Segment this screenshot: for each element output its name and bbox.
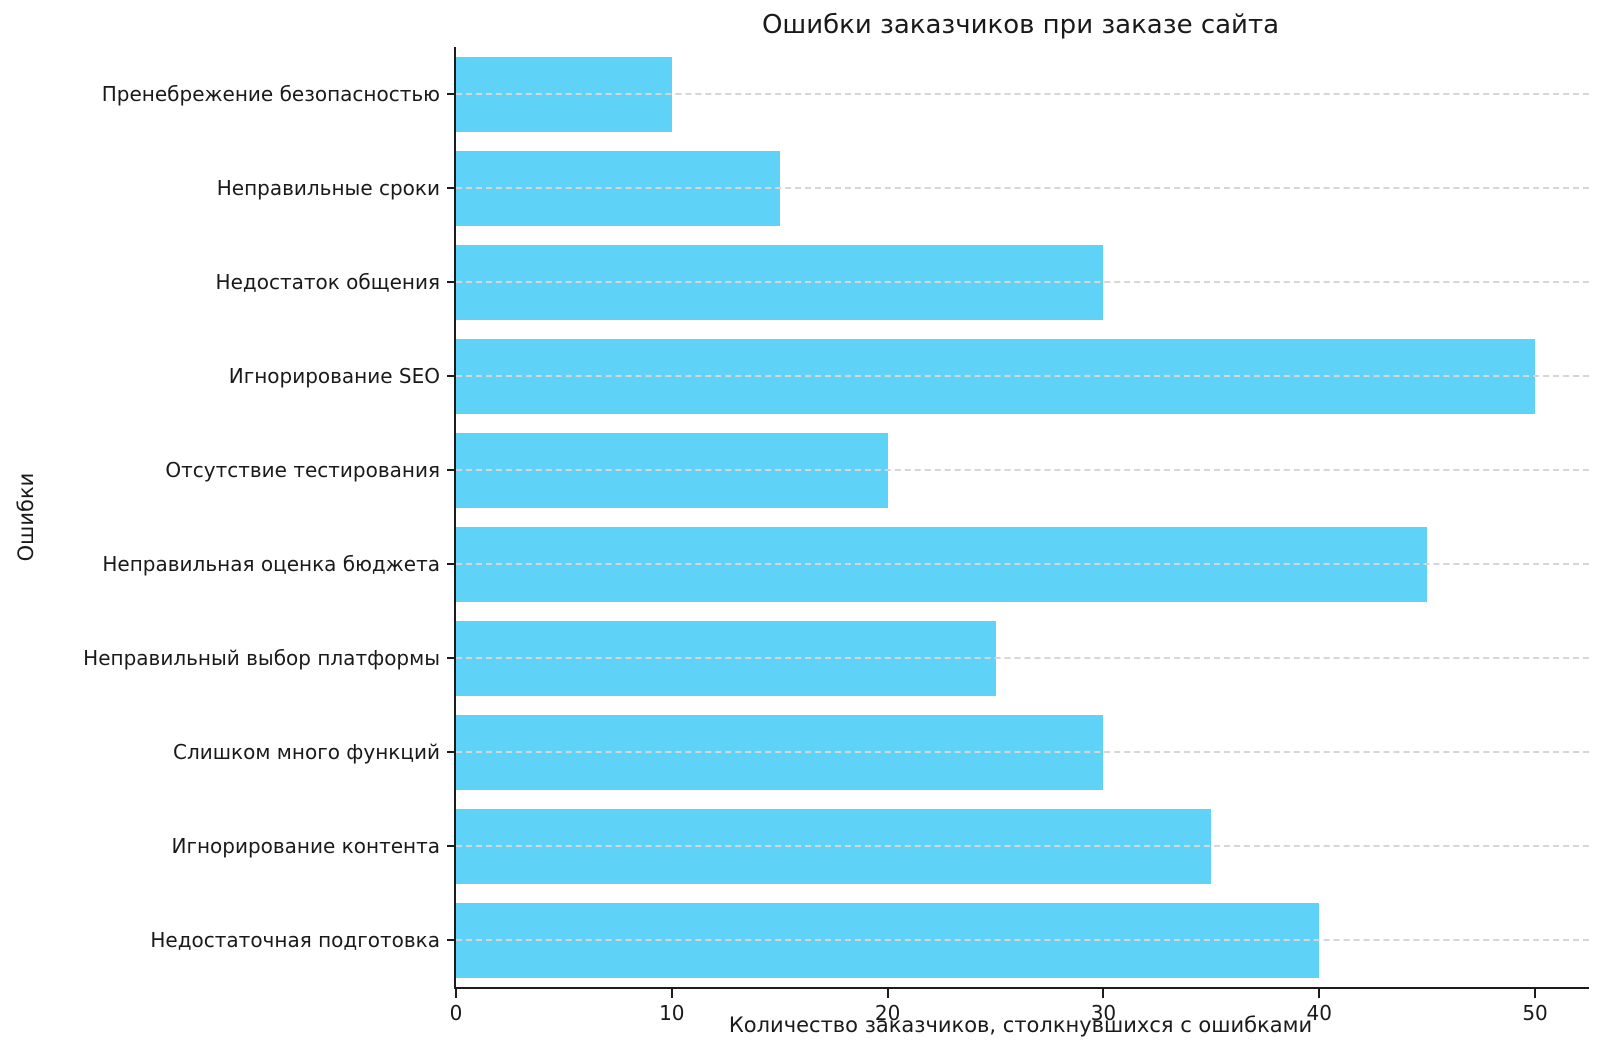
gridline (456, 939, 1589, 941)
category-label: Отсутствие тестирования (165, 458, 440, 482)
gridline (456, 187, 1589, 189)
gridline (456, 93, 1589, 95)
x-tick-label: 40 (1306, 1001, 1332, 1025)
y-tick (447, 281, 456, 283)
x-tick-label: 0 (449, 1001, 463, 1025)
y-tick (447, 469, 456, 471)
x-tick (455, 989, 457, 998)
category-label: Игнорирование SEO (228, 364, 440, 388)
x-tick (886, 989, 889, 998)
category-label: Слишком много функций (172, 740, 440, 764)
y-tick (447, 751, 456, 753)
category-label: Неправильная оценка бюджета (102, 552, 440, 576)
category-label: Недостаток общения (215, 270, 440, 294)
y-tick (447, 375, 456, 377)
x-tick (1534, 989, 1537, 998)
chart-title: Ошибки заказчиков при заказе сайта (761, 10, 1280, 40)
y-tick (447, 845, 456, 847)
gridline (456, 281, 1589, 283)
y-axis-label: Ошибки (14, 472, 38, 562)
x-tick-label: 10 (659, 1001, 685, 1025)
x-tick-label: 30 (1090, 1001, 1117, 1025)
x-tick-label: 50 (1522, 1001, 1548, 1025)
y-tick (447, 563, 456, 565)
y-tick (447, 939, 456, 941)
category-label: Игнорирование контента (171, 834, 440, 858)
x-tick (670, 989, 673, 998)
plot-area: Пренебрежение безопасностью Неправильные … (83, 47, 1589, 1025)
category-label: Неправильные сроки (216, 176, 440, 200)
gridline (456, 469, 1589, 471)
y-tick (447, 187, 456, 189)
gridline (456, 845, 1589, 847)
x-axis-label: Количество заказчиков, столкнувшихся с о… (728, 1013, 1313, 1037)
gridline (456, 657, 1589, 659)
gridline (456, 375, 1589, 377)
y-tick (447, 657, 456, 659)
category-label: Недостаточная подготовка (150, 928, 440, 952)
gridline (456, 563, 1589, 565)
category-label: Неправильный выбор платформы (83, 646, 440, 670)
category-label: Пренебрежение безопасностью (101, 82, 440, 106)
gridline (456, 751, 1589, 753)
x-tick (1318, 989, 1321, 998)
x-tick-label: 20 (874, 1001, 901, 1025)
x-tick (1102, 989, 1105, 998)
y-tick (447, 93, 456, 95)
